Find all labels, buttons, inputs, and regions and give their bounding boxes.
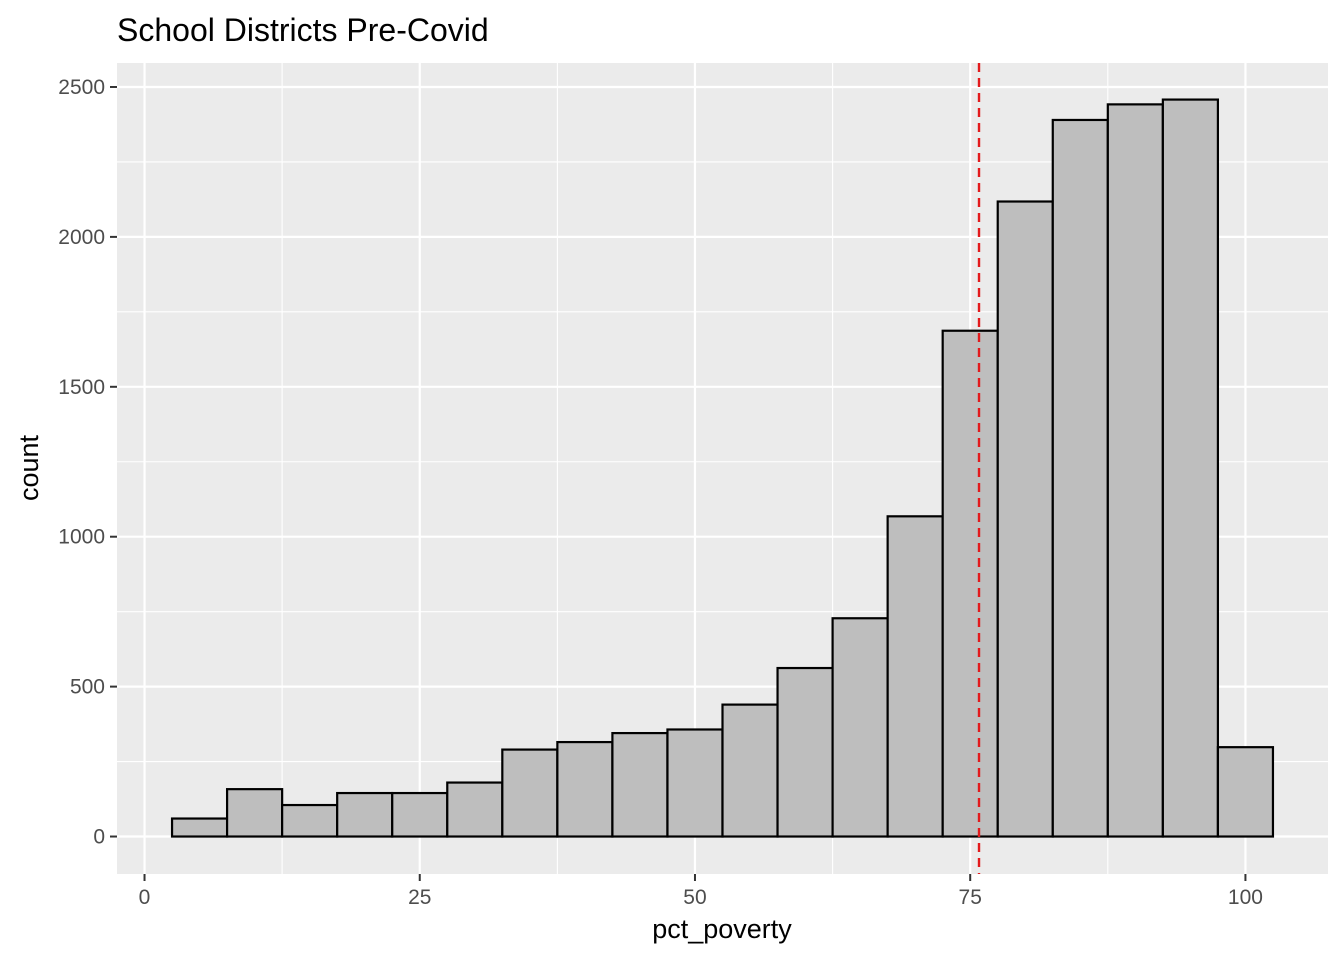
y-axis-title: count <box>14 434 44 501</box>
histogram-bar <box>281 803 339 838</box>
y-tick-label: 1500 <box>58 376 105 399</box>
histogram-bar <box>556 740 614 838</box>
y-tick-label: 0 <box>93 826 105 849</box>
histogram-bar <box>666 728 724 838</box>
y-axis: 0 500 1000 1500 2000 2500 <box>58 76 117 849</box>
histogram-bar <box>391 791 449 838</box>
y-tick-label: 1000 <box>58 526 105 549</box>
x-tick-label: 75 <box>959 886 982 909</box>
histogram-bar <box>611 731 669 838</box>
x-axis-title: pct_poverty <box>652 914 792 944</box>
histogram-bar <box>886 515 944 838</box>
x-tick-label: 100 <box>1228 886 1263 909</box>
histogram-bar <box>831 617 889 838</box>
x-tick-label: 25 <box>408 886 431 909</box>
x-axis: 0 25 50 75 100 <box>139 874 1263 909</box>
histogram-bar <box>446 781 504 838</box>
histogram-bar <box>1106 103 1164 838</box>
histogram-bar <box>776 666 834 838</box>
histogram-bar <box>996 200 1054 838</box>
histogram-bar <box>721 703 779 838</box>
histogram-bar <box>941 329 999 838</box>
x-tick-label: 50 <box>683 886 706 909</box>
x-tick-label: 0 <box>139 886 151 909</box>
histogram-bar <box>501 748 559 838</box>
histogram-bar <box>225 788 284 838</box>
chart-title: School Districts Pre-Covid <box>117 12 489 48</box>
y-tick-label: 2500 <box>58 76 105 99</box>
y-tick-label: 2000 <box>58 226 105 249</box>
histogram-bar <box>1216 746 1275 838</box>
histogram-bars <box>170 98 1275 838</box>
histogram-bar <box>1161 98 1220 838</box>
histogram-bar <box>170 817 229 838</box>
histogram-bar <box>1051 118 1109 838</box>
y-tick-label: 500 <box>70 676 105 699</box>
histogram-bar <box>336 791 394 838</box>
